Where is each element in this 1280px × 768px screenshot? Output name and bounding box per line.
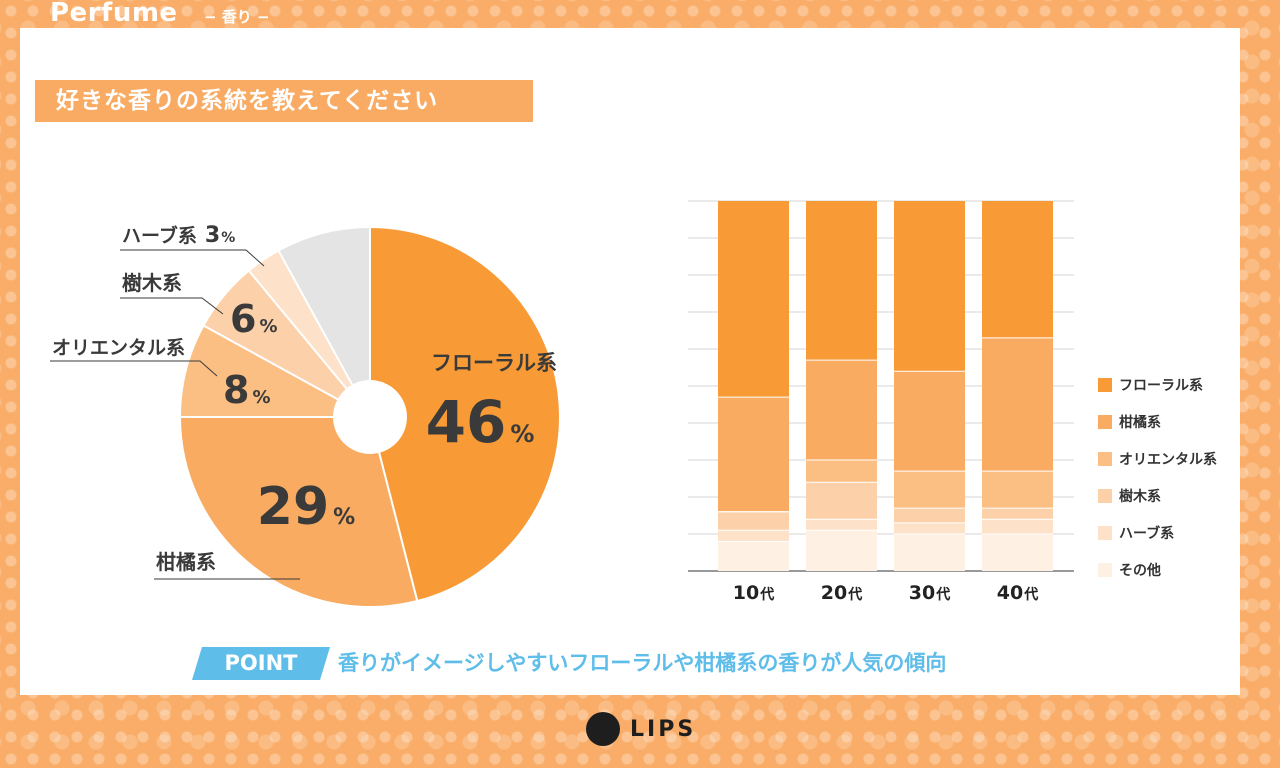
point-text: 香りがイメージしやすいフローラルや柑橘系の香りが人気の傾向: [338, 651, 947, 675]
legend-label: フローラル系: [1119, 377, 1203, 394]
legend-swatch: [1098, 526, 1112, 540]
bar-segment: [982, 508, 1053, 520]
legend-swatch: [1098, 563, 1112, 577]
pie-label-wood-name: 樹木系: [122, 271, 182, 295]
lips-logo-icon: [586, 712, 620, 746]
pie-label-oriental-value: 8%: [223, 368, 271, 412]
question-banner: 好きな香りの系統を教えてください: [35, 80, 533, 122]
bar-segment: [894, 508, 965, 523]
pie-slice-6: [277, 225, 371, 418]
header-subtitle: − 香り −: [204, 8, 270, 26]
pie-label-floral-name: フローラル系: [431, 351, 557, 375]
x-tick-number: 40: [997, 582, 1023, 604]
x-tick-suffix: 代: [1023, 586, 1038, 603]
bar-segment: [894, 534, 965, 571]
pie-label-herb-unit: %: [221, 230, 235, 246]
bar-segment: [806, 201, 877, 361]
pie-slice-3: [178, 324, 371, 418]
bar-segment: [718, 530, 789, 542]
pie-label-floral-number: 46: [426, 388, 507, 456]
pie-slice-2: [178, 416, 419, 608]
x-tick-label: 40代: [997, 582, 1038, 604]
bar-segment: [982, 201, 1053, 338]
pie-center-hole: [333, 380, 407, 454]
bar-segment: [718, 201, 789, 398]
pie-label-wood-value: 6%: [230, 297, 278, 341]
bar-segment: [894, 201, 965, 372]
lips-logo-text: LIPS: [630, 716, 697, 742]
legend-swatch: [1098, 415, 1112, 429]
bar-segment: [894, 371, 965, 472]
content-card: 好きな香りの系統を教えてください フローラル系 46% 29% 柑橘系 オリエンタル系 8…: [20, 28, 1240, 695]
legend-label: オリエンタル系: [1119, 451, 1217, 468]
x-tick-suffix: 代: [935, 586, 950, 603]
x-tick-label: 20代: [821, 582, 862, 604]
bar-segment: [982, 534, 1053, 571]
pie-label-citrus-unit: %: [333, 505, 355, 530]
header-title: Perfume: [50, 0, 178, 28]
bar-segment: [806, 460, 877, 483]
leader-line-wood: [120, 297, 224, 315]
legend-label: 樹木系: [1119, 488, 1161, 505]
bar-segment: [718, 511, 789, 531]
x-tick-suffix: 代: [847, 586, 862, 603]
pie-label-wood-unit: %: [259, 316, 277, 337]
bar-segment: [806, 519, 877, 531]
bar-segment: [982, 519, 1053, 534]
bar-segment: [894, 522, 965, 534]
lips-logo: LIPS: [586, 712, 696, 746]
pie-slice-1: [369, 225, 561, 603]
x-tick-label: 10代: [733, 582, 774, 604]
pie-label-herb-number: 3: [205, 223, 220, 248]
pie-label-oriental-name: オリエンタル系: [52, 337, 185, 359]
bar-segment: [982, 337, 1053, 472]
pie-label-oriental-unit: %: [252, 387, 270, 408]
bar-segment: [718, 397, 789, 512]
x-tick-suffix: 代: [759, 586, 774, 603]
pie-label-herb-name: ハーブ系: [122, 224, 197, 247]
legend-swatch: [1098, 378, 1112, 392]
pie-label-floral-value: 46%: [426, 388, 535, 456]
pie-label-floral-unit: %: [510, 420, 534, 448]
point-badge: POINT: [192, 647, 330, 680]
bar-segment: [806, 482, 877, 520]
bar-segment: [806, 360, 877, 460]
legend-swatch: [1098, 452, 1112, 466]
legend-label: ハーブ系: [1119, 525, 1174, 542]
legend-swatch: [1098, 489, 1112, 503]
leader-line-herb: [120, 249, 265, 267]
legend-label: 柑橘系: [1119, 414, 1161, 431]
pie-label-citrus-value: 29%: [257, 477, 355, 537]
x-tick-number: 30: [909, 582, 935, 604]
x-tick-number: 10: [733, 582, 759, 604]
pie-label-citrus-name: 柑橘系: [156, 550, 216, 574]
x-tick-label: 30代: [909, 582, 950, 604]
bar-segment: [806, 530, 877, 571]
legend-label: その他: [1119, 562, 1161, 579]
bar-segment: [894, 471, 965, 509]
pie-label-herb: ハーブ系 3%: [122, 223, 235, 248]
leader-line-oriental: [50, 360, 218, 377]
pie-label-wood-number: 6: [230, 297, 256, 341]
pie-label-oriental-number: 8: [223, 368, 249, 412]
x-tick-number: 20: [821, 582, 847, 604]
pie-label-citrus-number: 29: [257, 477, 329, 537]
bar-segment: [718, 541, 789, 571]
bar-segment: [982, 471, 1053, 509]
